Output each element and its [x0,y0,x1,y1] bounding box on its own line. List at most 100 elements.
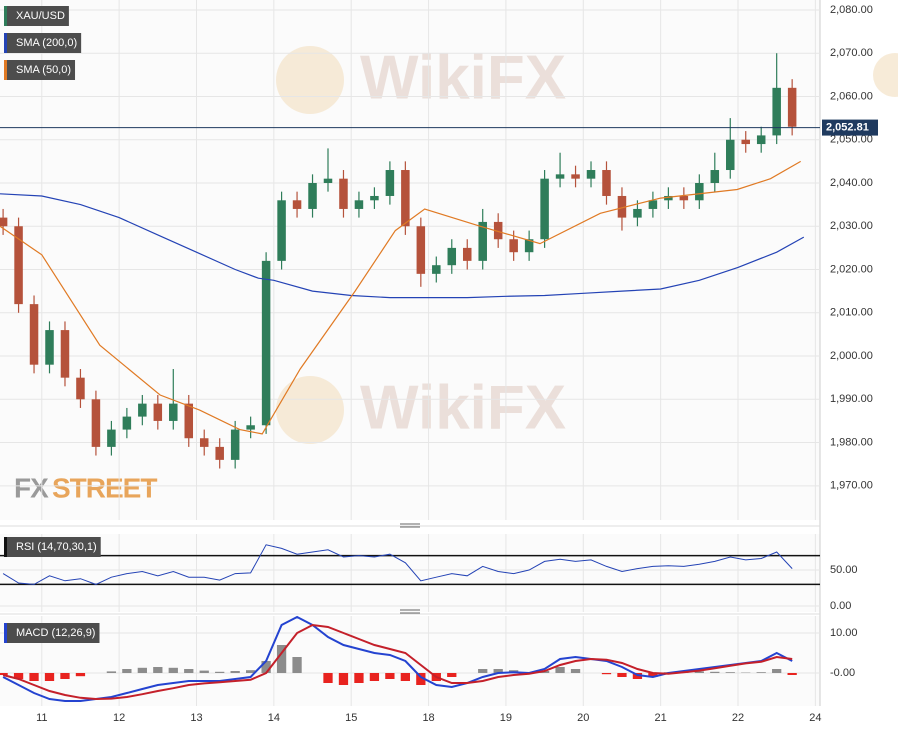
histogram-bar [493,669,503,673]
y-tick-label: 2,040.00 [830,177,873,189]
histogram-bar [60,673,70,679]
x-tick-label: 11 [36,712,47,724]
candle-body [571,174,580,179]
rsi-line [2,544,793,585]
price-pane [0,0,820,520]
x-tick-label: 22 [732,712,744,724]
candle-body [184,403,194,439]
candle-body [323,178,333,183]
candle-body [122,416,132,430]
x-tick-label: 20 [577,712,589,724]
sma-line [0,160,801,435]
histogram-bar [416,673,426,685]
histogram-bar [601,673,612,675]
sma-line [0,193,805,299]
macd-line [2,623,793,701]
candle-body [91,399,101,447]
y-tick-label: 2,080.00 [830,4,873,16]
histogram-bar [725,672,735,673]
histogram-bar [199,670,209,673]
histogram-bar [75,673,86,677]
candle-body [710,170,720,183]
legend-swatch [4,623,7,643]
candle-body [354,200,364,209]
candle-body [462,247,472,261]
histogram-bar [323,673,333,683]
histogram-bar [184,669,194,673]
histogram-bar [648,673,658,677]
candle-body [107,429,116,447]
y-tick-label: 2,020.00 [830,263,873,275]
labels: 11 12 13 14 15 18 19 20 21 22 24 2,080.00 2,070.00 2,… [4,4,878,724]
histogram-bar [215,671,225,673]
grid [0,0,820,706]
x-tick-label: 19 [500,712,512,724]
legend-label: MACD (12,26,9) [16,627,95,639]
y-tick-label: 1,980.00 [830,436,873,448]
candle-body [199,438,209,447]
rsi-pane [0,534,820,612]
histogram-bar [617,673,627,677]
last-price-label: 2,052.81 [826,121,869,133]
candle-body [416,226,426,274]
candle-body [493,221,503,240]
histogram-bar [400,673,410,681]
x-tick-label: 24 [809,712,821,724]
candle-body [695,182,704,201]
legend-swatch [4,6,7,26]
candle-body [261,260,271,426]
histogram-bar [478,669,488,673]
histogram-bar [29,673,39,681]
watermark-icon [873,53,898,97]
candle-body [555,174,565,179]
y-tick-label: 10.00 [830,627,858,639]
resize-handle[interactable] [400,609,420,615]
histogram-bar [276,645,287,673]
candle-body [586,170,596,179]
candle-body [524,239,534,253]
candle-body [787,87,797,127]
histogram-bar [354,673,364,683]
candle-body [401,170,410,227]
histogram-bar [385,673,395,679]
candle-body [633,208,642,218]
resize-handle[interactable] [400,523,420,529]
candle-body [45,330,54,365]
legend-box[interactable] [4,60,76,80]
histogram-bar [694,671,704,673]
histogram-bar [369,673,380,681]
candle-body [679,195,689,201]
legend-box[interactable] [4,623,100,643]
x-tick-label: 13 [190,712,202,724]
legend-box[interactable] [4,33,82,53]
legend-label: SMA (50,0) [16,64,71,76]
y-tick-label: 2,000.00 [830,350,873,362]
y-tick-label: 2,010.00 [830,307,873,319]
histogram-bar [0,673,8,675]
legend-box[interactable] [4,6,69,26]
macd-pane [0,616,820,706]
legend-swatch [4,537,7,557]
histogram-bar [261,661,271,673]
marks [0,53,820,702]
legend-label: RSI (14,70,30,1) [16,541,97,553]
candle-body [509,239,518,253]
candle-body [215,446,224,460]
histogram-bar [44,673,55,681]
y-tick-label: 2,070.00 [830,47,873,59]
watermarks: WikiFX WikiFX FX STREET [14,43,898,503]
legend-box[interactable] [4,537,101,557]
legend-label: XAU/USD [16,10,65,22]
histogram-bar [338,673,349,685]
candle-body [29,304,39,365]
candle-body [741,139,750,145]
y-tick-label: 2,050.00 [830,134,873,146]
candle-body [447,247,457,266]
candle-body [370,195,379,201]
candle-body [277,200,286,261]
logo: STREET [52,472,157,503]
x-tick-label: 14 [268,712,280,724]
candle-body [726,139,735,171]
